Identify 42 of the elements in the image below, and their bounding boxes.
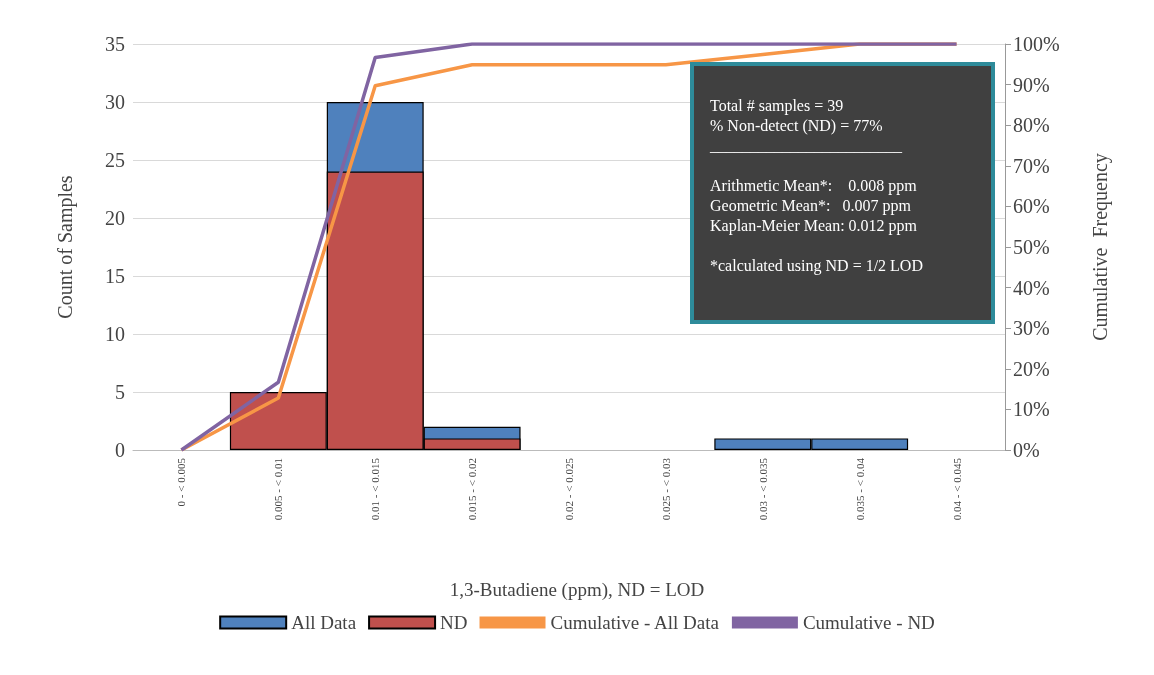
annotation: Arithmetic Mean*: 0.008 ppm [710,176,918,196]
x-tick-label: 0.015 - < 0.02 [466,458,479,521]
x-tick-label: 0.01 - < 0.015 [369,457,382,521]
annotation: Geometric Mean*: 0.007 ppm [710,196,912,216]
y-tick-label: 20 [105,207,125,229]
y-axis-title: Count of Samples [54,175,77,319]
x-tick-label: 0 - < 0.005 [175,457,188,507]
y-tick-label: 0 [115,439,125,461]
annotation: % Non-detect (ND) = 77% [710,116,884,136]
annotation: *calculated using ND = 1/2 LOD [710,256,924,276]
y2-tick-label: 50% [1013,236,1050,258]
x-axis-title: 1,3-Butadiene (ppm), ND = LOD [449,579,705,601]
legend-label: Cumulative - ND [802,612,935,633]
y2-tick-label: 10% [1013,398,1050,421]
x-tick-label: 0.04 - < 0.045 [950,457,963,521]
annotation: Kaplan-Meier Mean: 0.012 ppm [710,216,919,236]
y2-tick-label: 100% [1013,33,1060,55]
y2-tick-label: 60% [1013,195,1050,218]
y-tick-label: 10 [105,323,125,345]
legend-label: ND [440,612,468,633]
x-tick-label: 0.02 - < 0.025 [563,457,575,521]
y-tick-label: 15 [105,265,125,287]
y-tick-label: 25 [105,149,125,171]
y2-axis-title: Cumulative Frequency [1089,153,1112,341]
y2-tick-label: 90% [1013,73,1050,96]
y2-tick-label: 80% [1013,114,1050,137]
legend-label: Cumulative - All Data [550,612,720,633]
annotation: Total # samples = 39 [710,96,845,116]
y-tick-label: 30 [105,91,125,113]
y2-tick-label: 70% [1013,154,1050,177]
x-tick-label: 0.03 - < 0.035 [756,457,769,521]
x-tick-label: 0.035 - < 0.04 [853,457,866,521]
y-tick-label: 5 [115,381,125,403]
y2-tick-label: 30% [1013,317,1050,340]
legend-label: All Data [291,612,357,633]
y-tick-label: 35 [105,33,125,55]
x-tick-label: 0.005 - < 0.01 [272,458,285,521]
annotation: ________________________ [710,136,903,156]
x-tick-label: 0.025 - < 0.03 [659,457,672,521]
y2-tick-label: 0% [1013,439,1040,461]
y2-tick-label: 40% [1013,276,1050,299]
y2-tick-label: 20% [1013,357,1050,380]
